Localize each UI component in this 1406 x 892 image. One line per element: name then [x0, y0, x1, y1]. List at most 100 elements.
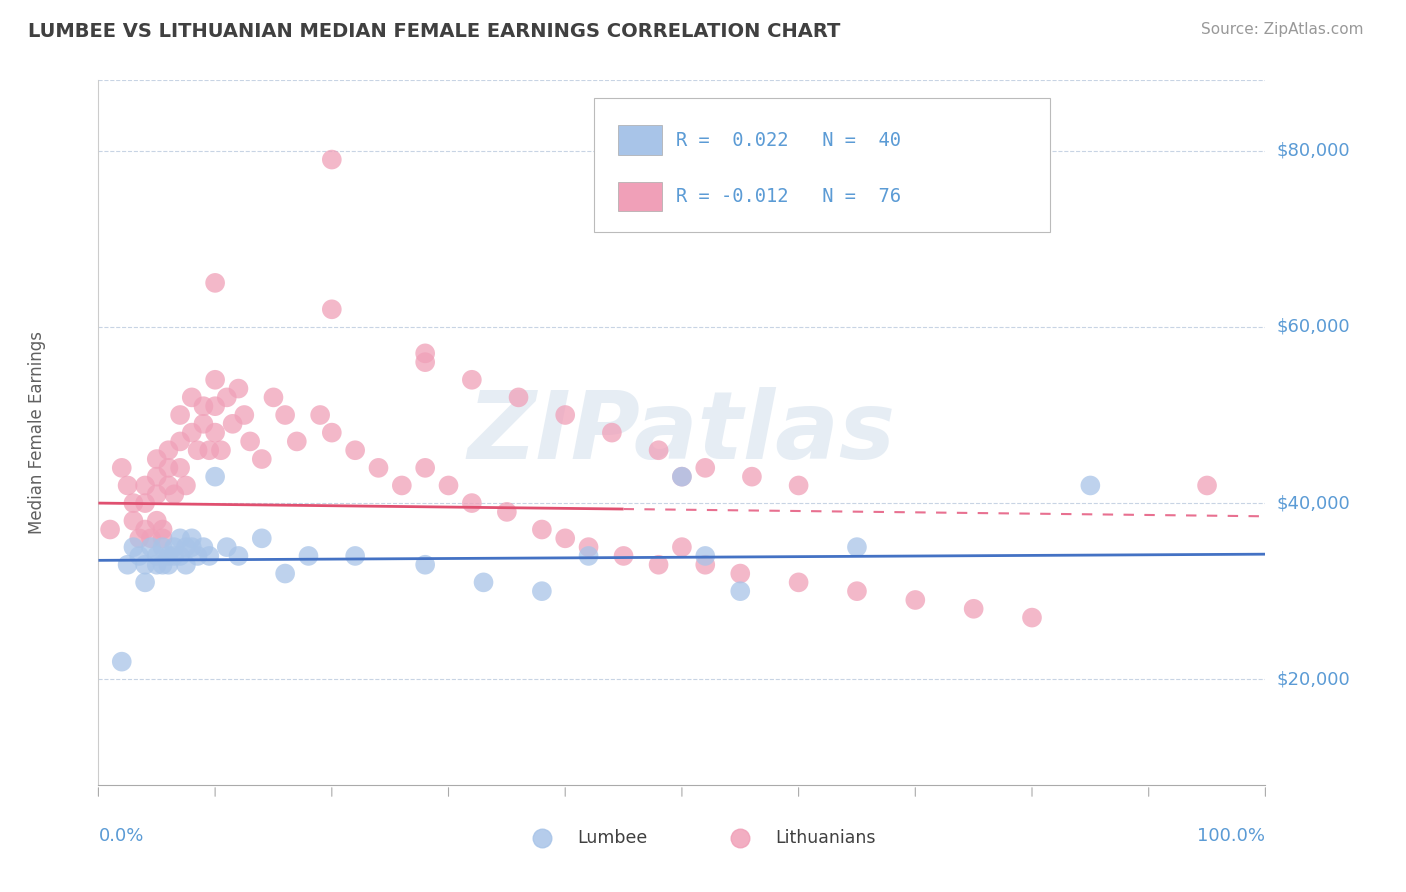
Point [174, 540, 197, 554]
Point [193, 417, 215, 431]
Point [152, 540, 174, 554]
Point [187, 443, 209, 458]
Point [309, 408, 332, 422]
Point [134, 575, 156, 590]
Point [146, 558, 169, 572]
Point [180, 540, 202, 554]
Point [578, 540, 600, 554]
Point [730, 584, 752, 599]
Point [695, 549, 717, 563]
Point [554, 408, 576, 422]
Point [204, 425, 226, 440]
Point [695, 558, 717, 572]
Point [904, 593, 927, 607]
Text: $40,000: $40,000 [1277, 494, 1350, 512]
Point [578, 549, 600, 563]
Point [134, 496, 156, 510]
Point [157, 549, 180, 563]
Point [321, 153, 343, 167]
Point [146, 514, 169, 528]
Text: $60,000: $60,000 [1277, 318, 1350, 336]
Point [344, 443, 367, 458]
Point [413, 346, 436, 360]
Point [204, 399, 226, 413]
Point [157, 443, 180, 458]
Point [413, 558, 436, 572]
Point [157, 460, 180, 475]
Point [787, 478, 810, 492]
Point [169, 408, 191, 422]
Point [233, 408, 256, 422]
Point [671, 469, 693, 483]
Point [391, 478, 413, 492]
Point [180, 425, 202, 440]
Text: R =  0.022   N =  40: R = 0.022 N = 40 [676, 130, 901, 150]
Point [146, 452, 169, 467]
Point [111, 655, 134, 669]
Text: $20,000: $20,000 [1277, 670, 1350, 689]
Point [174, 478, 197, 492]
Point [461, 373, 484, 387]
Point [741, 469, 763, 483]
Point [146, 469, 169, 483]
Text: 100.0%: 100.0% [1198, 827, 1265, 845]
Point [695, 460, 717, 475]
Point [846, 584, 869, 599]
Point [139, 540, 162, 554]
Point [530, 848, 553, 863]
Point [297, 549, 319, 563]
Point [647, 443, 669, 458]
Text: LUMBEE VS LITHUANIAN MEDIAN FEMALE EARNINGS CORRELATION CHART: LUMBEE VS LITHUANIAN MEDIAN FEMALE EARNI… [28, 22, 841, 41]
Point [163, 549, 186, 563]
Point [274, 566, 297, 581]
Text: Median Female Earnings: Median Female Earnings [28, 331, 46, 534]
Point [134, 558, 156, 572]
Point [472, 575, 495, 590]
Point [1021, 610, 1043, 624]
Point [111, 460, 134, 475]
Point [204, 373, 226, 387]
Text: $80,000: $80,000 [1277, 142, 1350, 160]
Point [198, 549, 221, 563]
Text: 0.0%: 0.0% [98, 827, 143, 845]
Point [193, 540, 215, 554]
Point [962, 602, 984, 616]
Point [215, 391, 238, 405]
Point [174, 558, 197, 572]
Point [321, 302, 343, 317]
Point [198, 443, 221, 458]
Point [413, 355, 436, 369]
Text: Source: ZipAtlas.com: Source: ZipAtlas.com [1201, 22, 1364, 37]
Point [228, 549, 250, 563]
Point [122, 540, 145, 554]
Point [250, 452, 273, 467]
Point [152, 523, 174, 537]
FancyBboxPatch shape [595, 98, 1049, 232]
Point [204, 276, 226, 290]
Point [530, 584, 553, 599]
Point [274, 408, 297, 422]
Point [146, 487, 169, 501]
Point [228, 382, 250, 396]
Point [215, 540, 238, 554]
Text: R = -0.012   N =  76: R = -0.012 N = 76 [676, 187, 901, 206]
Point [262, 391, 284, 405]
Point [285, 434, 308, 449]
Point [496, 505, 519, 519]
Point [613, 549, 636, 563]
Point [122, 514, 145, 528]
Point [647, 558, 669, 572]
Point [169, 532, 191, 546]
Point [139, 532, 162, 546]
Point [671, 540, 693, 554]
Text: Lithuanians: Lithuanians [775, 829, 876, 847]
Point [152, 532, 174, 546]
Point [169, 460, 191, 475]
Point [367, 460, 389, 475]
Point [600, 425, 623, 440]
Point [193, 399, 215, 413]
Point [209, 443, 232, 458]
Point [128, 532, 150, 546]
Point [169, 549, 191, 563]
Point [730, 566, 752, 581]
